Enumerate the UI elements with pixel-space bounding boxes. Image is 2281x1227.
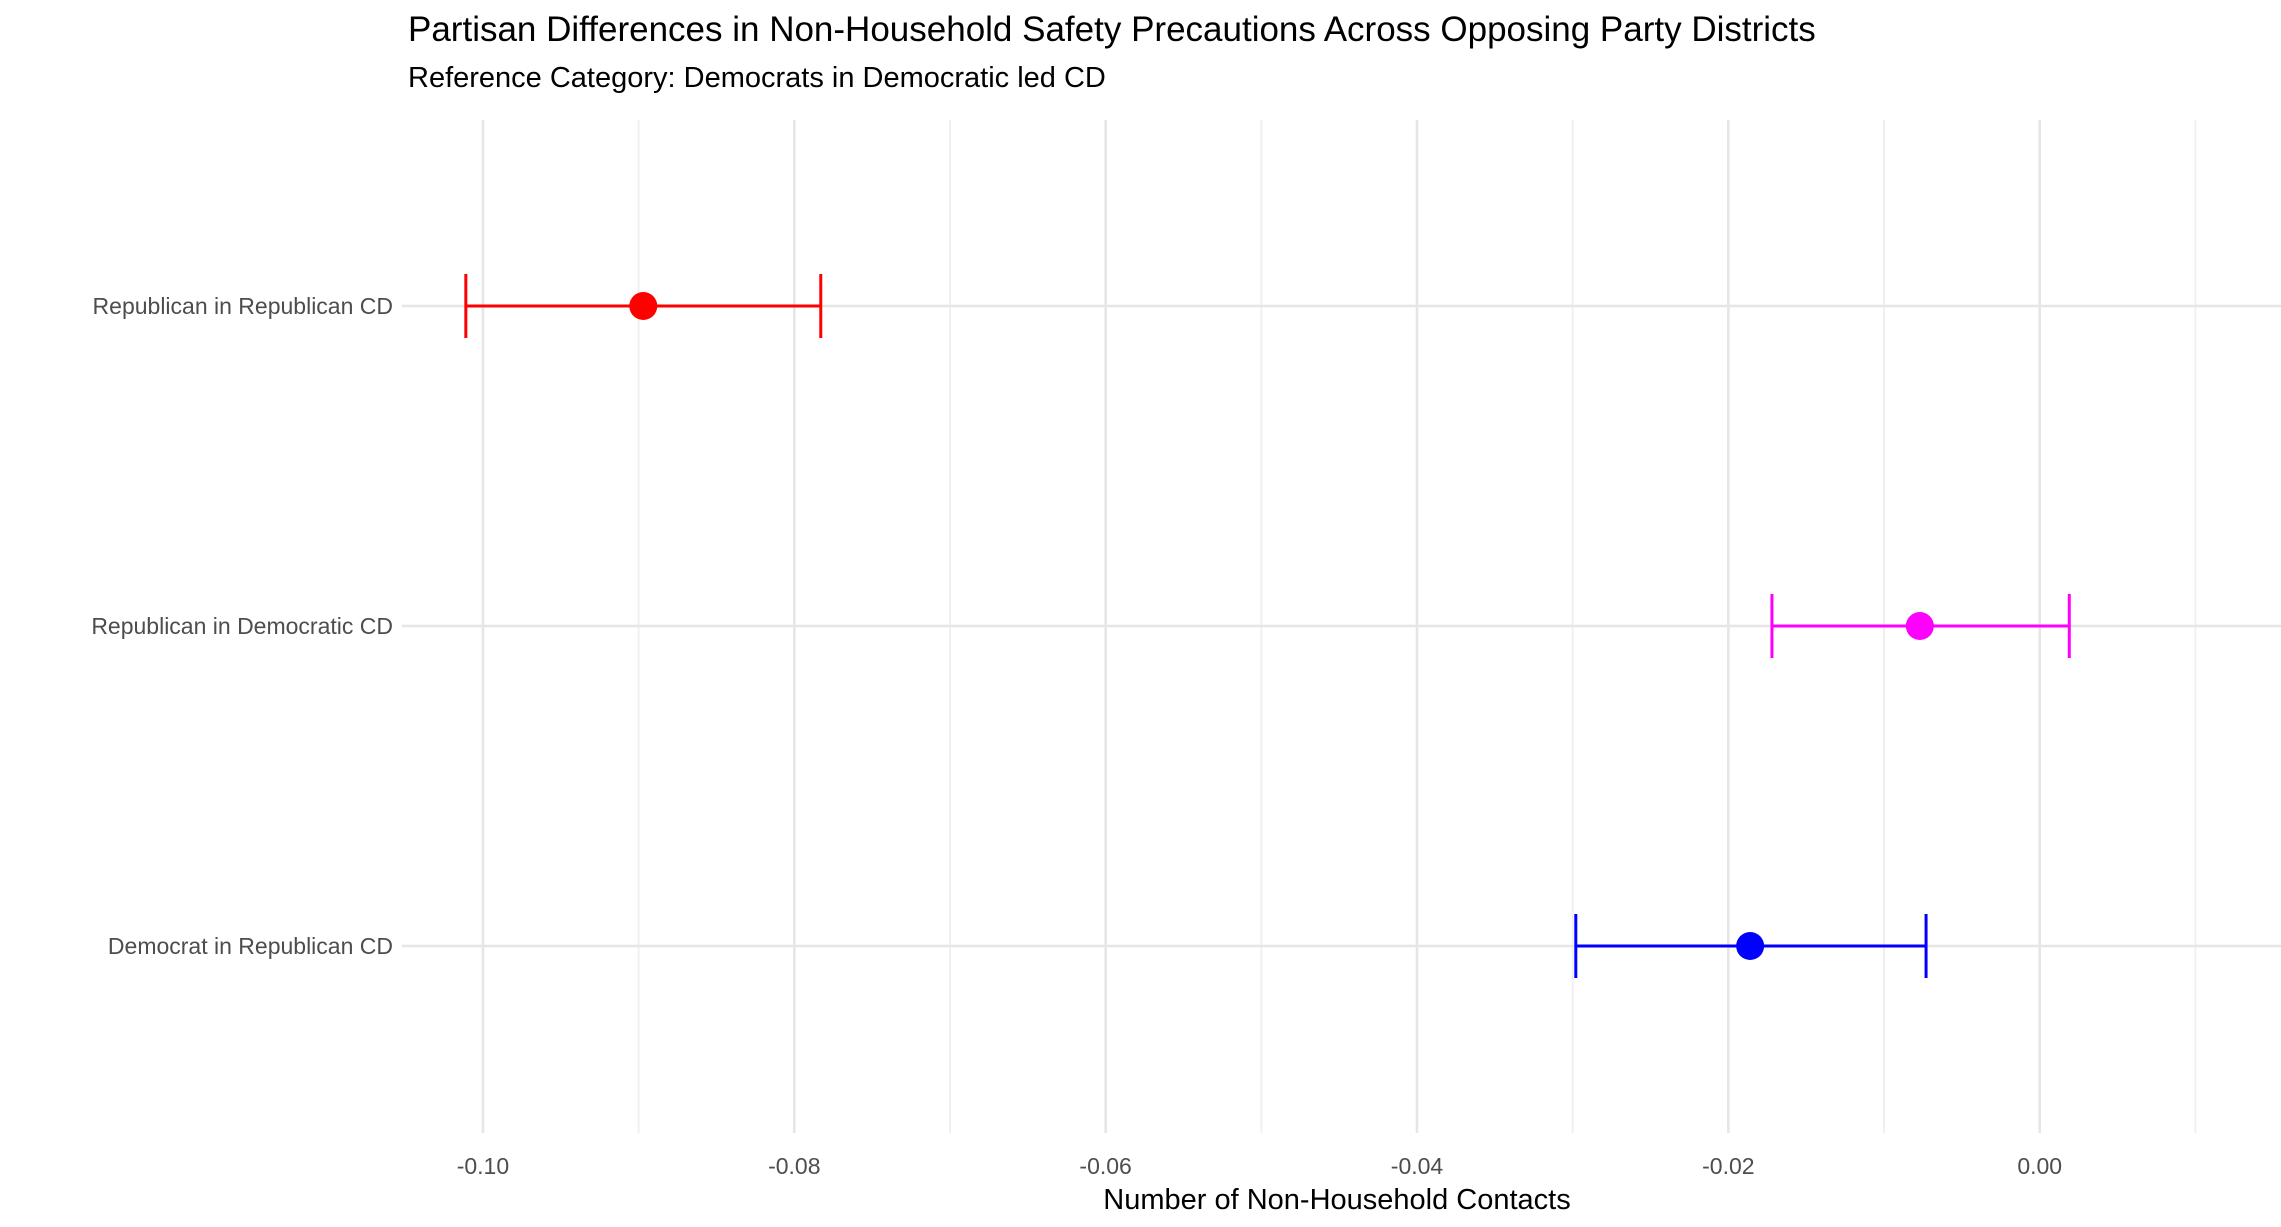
point-estimate: [1905, 612, 1934, 640]
y-axis-tick-labels: Republican in Republican CD Republican in…: [91, 293, 393, 959]
x-tick-label: -0.08: [768, 1153, 820, 1179]
errorbar-group: [1574, 914, 1928, 978]
chart-subtitle: Reference Category: Democrats in Democra…: [408, 62, 1106, 94]
x-tick-label: 0.00: [2017, 1153, 2062, 1179]
errorbar-group: [464, 274, 823, 338]
y-tick-label: Republican in Democratic CD: [91, 613, 393, 639]
point-estimate: [1736, 932, 1765, 960]
x-tick-label: -0.06: [1079, 1153, 1131, 1179]
y-tick-label: Republican in Republican CD: [93, 293, 393, 319]
x-axis-title: Number of Non-Household Contacts: [1103, 1184, 1570, 1216]
x-tick-label: -0.10: [457, 1153, 509, 1179]
point-estimate: [629, 292, 658, 320]
x-tick-label: -0.04: [1391, 1153, 1444, 1179]
data-marks: [464, 274, 2071, 978]
chart-title: Partisan Differences in Non-Household Sa…: [408, 10, 1816, 49]
x-tick-label: -0.02: [1702, 1153, 1754, 1179]
y-tick-label: Democrat in Republican CD: [108, 933, 393, 959]
errorbar-group: [1770, 594, 2071, 658]
x-axis-tick-labels: -0.10 -0.08 -0.06 -0.04 -0.02 0.00: [457, 1153, 2062, 1179]
